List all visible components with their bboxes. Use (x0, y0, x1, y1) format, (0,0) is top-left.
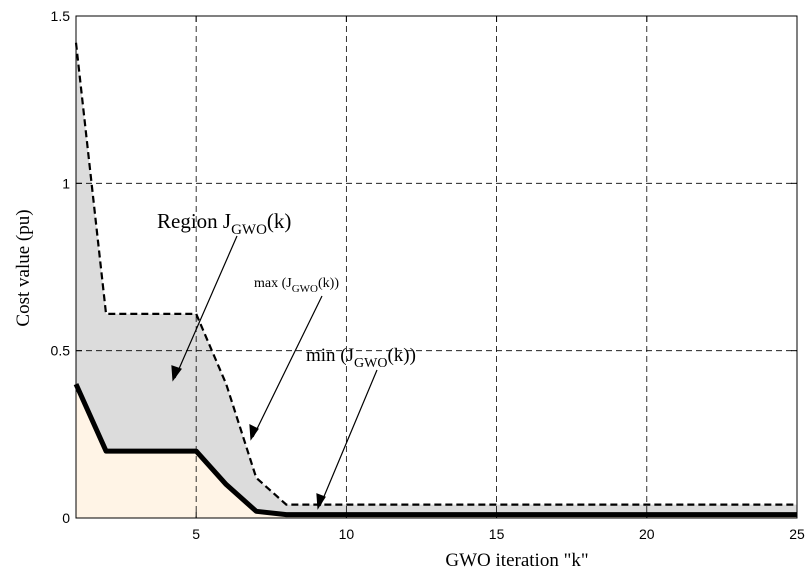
arrow-min-line (319, 369, 378, 507)
arrow-max-line (252, 295, 323, 438)
annotation-region-sub: GWO (231, 222, 267, 238)
arrow-max-head (249, 423, 259, 441)
annotation-max-suffix: (k)) (318, 276, 339, 291)
x-tick-label: 10 (339, 526, 355, 542)
arrow-region-line (174, 235, 238, 379)
annotation-max: max (JGWO(k)) (254, 276, 339, 295)
axis-ticks: 5 10 15 20 25 0 0.5 1 1.5 (51, 8, 805, 542)
x-tick-label: 5 (192, 526, 200, 542)
x-tick-label: 15 (489, 526, 505, 542)
annotation-min-text: min (J (306, 345, 354, 366)
annotation-region: Region JGWO(k) (157, 209, 291, 238)
annotation-min: min (JGWO(k)) (306, 345, 416, 371)
min-cost-line (73, 383, 797, 518)
max-cost-line (74, 42, 797, 506)
x-axis-label: GWO iteration "k" (445, 550, 588, 571)
y-tick-label: 0.5 (51, 343, 71, 359)
annotation-region-text: Region J (157, 209, 231, 233)
annotation-max-sub: GWO (292, 283, 318, 295)
annotations: Region JGWO(k) max (JGWO(k)) min (JGWO(k… (157, 209, 416, 510)
y-tick-label: 1 (62, 175, 70, 191)
plot-frame (75, 15, 798, 519)
annotation-max-text: max (J (254, 276, 292, 291)
fill-areas (76, 42, 797, 518)
y-tick-label: 1.5 (51, 8, 71, 24)
series-lines (73, 42, 797, 518)
x-tick-label: 20 (639, 526, 655, 542)
under-min-area (76, 384, 797, 518)
annotation-min-suffix: (k)) (387, 345, 415, 366)
x-tick-label: 25 (789, 526, 805, 542)
arrow-min-head (316, 493, 326, 510)
arrow-region-head (171, 365, 182, 382)
annotation-min-sub: GWO (354, 356, 387, 371)
y-axis-label: Cost value (pu) (13, 209, 34, 326)
grid (76, 16, 797, 518)
y-tick-label: 0 (62, 510, 70, 526)
annotation-region-suffix: (k) (267, 209, 292, 233)
